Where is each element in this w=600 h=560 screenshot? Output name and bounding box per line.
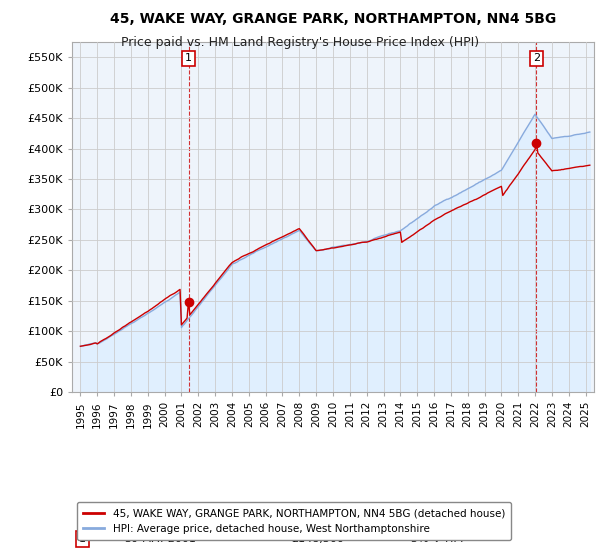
Text: 2: 2 [533, 53, 540, 63]
Text: Price paid vs. HM Land Registry's House Price Index (HPI): Price paid vs. HM Land Registry's House … [121, 36, 479, 49]
Title: 45, WAKE WAY, GRANGE PARK, NORTHAMPTON, NN4 5BG: 45, WAKE WAY, GRANGE PARK, NORTHAMPTON, … [110, 12, 556, 26]
Text: 1: 1 [185, 53, 192, 63]
Text: 30-MAY-2001: 30-MAY-2001 [124, 534, 196, 544]
Text: 5% ↓ HPI: 5% ↓ HPI [412, 534, 464, 544]
Text: £148,500: £148,500 [291, 534, 344, 544]
Legend: 45, WAKE WAY, GRANGE PARK, NORTHAMPTON, NN4 5BG (detached house), HPI: Average p: 45, WAKE WAY, GRANGE PARK, NORTHAMPTON, … [77, 502, 511, 540]
Text: 1: 1 [79, 534, 86, 544]
